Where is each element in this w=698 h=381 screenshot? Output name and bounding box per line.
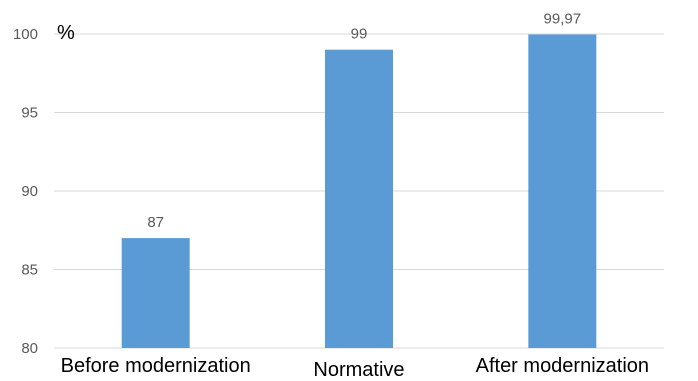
x-category-label: Normative (313, 359, 404, 381)
x-category-label: Before modernization (61, 355, 251, 377)
y-axis-ticks: 80 85 90 95 100 (13, 26, 38, 357)
y-tick-label: 85 (21, 262, 38, 279)
bar-value-label: 87 (147, 214, 164, 231)
y-tick-label: 95 (21, 105, 38, 122)
bars (121, 34, 597, 348)
x-axis-categories: Before modernization Normative After moder… (61, 355, 649, 381)
bar (528, 34, 597, 348)
bar (325, 49, 393, 348)
x-category-label: After modernization (476, 355, 649, 377)
y-tick-label: 80 (21, 340, 38, 357)
y-axis-unit-label: % (57, 22, 75, 44)
data-labels: 87 99 99,97 (147, 10, 581, 231)
bar-value-label: 99,97 (544, 10, 582, 27)
bar-value-label: 99 (351, 26, 368, 43)
bar (121, 238, 190, 348)
y-tick-label: 90 (21, 183, 38, 200)
y-tick-label: 100 (13, 26, 38, 43)
